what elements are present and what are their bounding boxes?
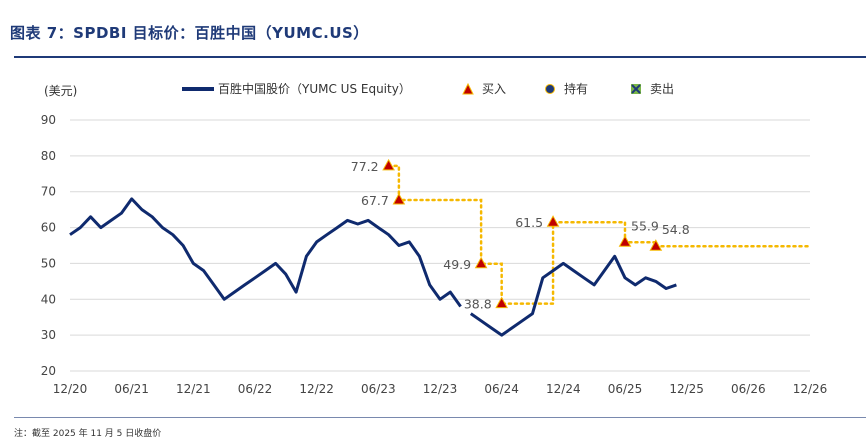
x-tick-label: 06/24 bbox=[484, 382, 519, 396]
y-axis-ticks: 20 30 40 50 60 70 80 90 bbox=[41, 113, 56, 378]
legend-label-price: 百胜中国股价（YUMC US Equity） bbox=[218, 82, 411, 96]
buy-marker bbox=[618, 235, 632, 247]
buy-marker bbox=[546, 215, 560, 227]
legend-label-sell: 卖出 bbox=[650, 82, 675, 96]
target-price-label: 61.5 bbox=[515, 215, 543, 230]
target-price-steps bbox=[387, 164, 812, 305]
buy-marker bbox=[382, 158, 395, 171]
y-axis-unit-label: (美元) bbox=[44, 84, 78, 98]
buy-marker bbox=[474, 256, 488, 269]
footnote: 注：截至 2025 年 11 月 5 日收盘价 bbox=[14, 429, 162, 439]
y-tick-label: 40 bbox=[41, 292, 56, 306]
x-tick-label: 12/23 bbox=[423, 382, 458, 396]
y-tick-label: 20 bbox=[41, 364, 56, 378]
price-line-segment bbox=[469, 254, 677, 337]
y-tick-label: 30 bbox=[41, 328, 56, 342]
sell-cross-icon bbox=[631, 84, 641, 94]
price-line-segment bbox=[69, 197, 462, 308]
rating-markers: 77.2 67.7 49.9 38.8 61.5 55.9 54.8 bbox=[351, 158, 690, 312]
x-tick-label: 12/20 bbox=[53, 382, 88, 396]
title-divider bbox=[14, 56, 866, 58]
x-tick-label: 12/21 bbox=[176, 382, 211, 396]
y-tick-label: 90 bbox=[41, 113, 56, 127]
buy-marker bbox=[495, 296, 509, 309]
x-tick-label: 12/24 bbox=[546, 382, 581, 396]
chart-title: 图表 7：SPDBI 目标价：百胜中国（YUMC.US） bbox=[10, 24, 369, 42]
x-tick-label: 06/21 bbox=[114, 382, 149, 396]
hold-circle-icon bbox=[545, 84, 555, 94]
y-tick-label: 60 bbox=[41, 221, 56, 235]
buy-marker bbox=[392, 192, 406, 205]
x-tick-label: 06/23 bbox=[361, 382, 396, 396]
legend-label-hold: 持有 bbox=[564, 82, 589, 96]
y-tick-label: 50 bbox=[41, 256, 56, 270]
buy-marker bbox=[649, 239, 663, 251]
x-tick-label: 12/26 bbox=[793, 382, 828, 396]
x-tick-label: 06/25 bbox=[608, 382, 643, 396]
x-tick-label: 12/22 bbox=[299, 382, 334, 396]
y-tick-label: 70 bbox=[41, 185, 56, 199]
target-price-line bbox=[387, 164, 812, 305]
legend-label-buy: 买入 bbox=[482, 82, 507, 96]
target-price-label: 54.8 bbox=[662, 222, 690, 237]
target-price-label: 67.7 bbox=[361, 193, 389, 208]
target-price-label: 55.9 bbox=[631, 218, 659, 233]
x-tick-label: 06/26 bbox=[731, 382, 766, 396]
y-tick-label: 80 bbox=[41, 149, 56, 163]
footer-divider bbox=[14, 417, 866, 418]
price-series bbox=[69, 197, 677, 337]
target-price-label: 77.2 bbox=[351, 159, 379, 174]
x-tick-label: 12/25 bbox=[669, 382, 704, 396]
x-axis-ticks: 12/20 06/21 12/21 06/22 12/22 06/23 12/23 06/24… bbox=[53, 382, 828, 396]
buy-triangle-icon bbox=[462, 83, 474, 95]
x-tick-label: 06/22 bbox=[238, 382, 273, 396]
target-price-label: 49.9 bbox=[443, 257, 471, 272]
price-legend-swatch bbox=[182, 87, 214, 91]
target-price-label: 38.8 bbox=[464, 297, 492, 312]
